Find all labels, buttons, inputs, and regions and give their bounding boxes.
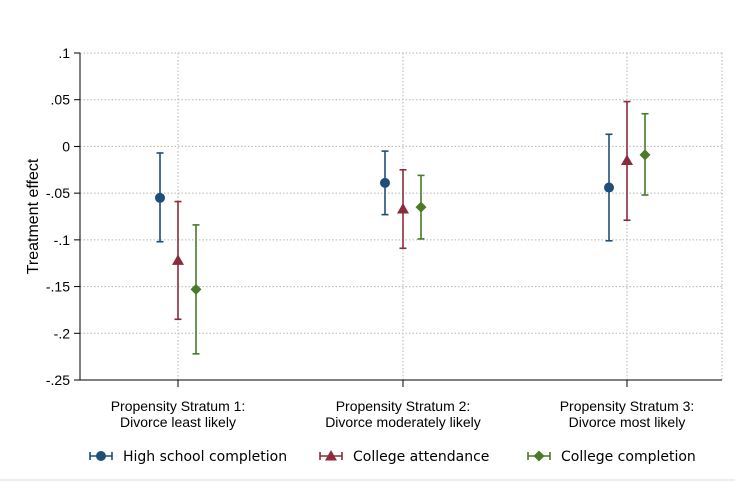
legend-marker [325,450,337,461]
y-tick-label: .05 [51,92,71,108]
data-point [172,254,184,265]
y-tick-label: -.25 [46,372,70,388]
y-axis-title: Treatment effect [25,158,42,274]
data-point [190,283,202,295]
y-tick-label: .1 [58,45,70,61]
data-point [604,182,614,193]
y-tick-label: -.2 [54,325,71,341]
data-point [415,201,427,213]
y-tick-label: -.05 [46,185,70,201]
axes: .1 .05 0 -.05 -.1 -.15 -.2 -.25 Treatment effect… [25,45,722,430]
data-point [380,177,390,188]
legend-label: High school completion [123,449,287,465]
x-category-label: Propensity Stratum 1: [111,398,246,414]
y-tick-label: -.15 [46,279,70,295]
x-category-label: Divorce moderately likely [325,414,481,430]
data-point [639,149,651,161]
data-point [155,192,165,203]
legend-label: College attendance [353,449,489,465]
legend-marker [96,451,106,461]
x-category-label: Divorce most likely [569,414,686,430]
legend-label: College completion [561,449,696,465]
y-tick-label: -.1 [54,232,71,248]
legend-marker [533,450,545,462]
data-marks [155,100,651,355]
data-point [397,203,409,214]
x-category-label: Divorce least likely [120,414,236,430]
x-category-label: Propensity Stratum 2: [336,398,471,414]
x-category-label: Propensity Stratum 3: [560,398,695,414]
y-tick-label: 0 [62,138,70,154]
legend: High school completion College attendance… [0,449,735,481]
data-point [621,154,633,165]
